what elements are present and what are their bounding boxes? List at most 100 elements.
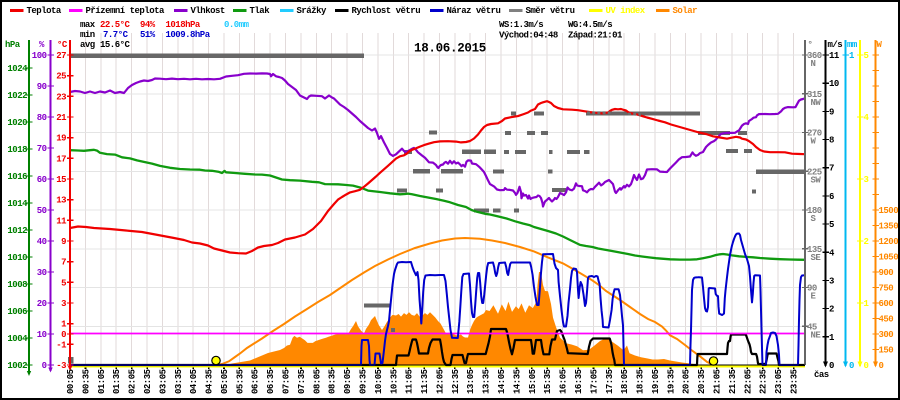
svg-text:17:05: 17:05	[589, 369, 599, 394]
svg-text:7: 7	[829, 164, 834, 174]
svg-text:20:35: 20:35	[697, 369, 707, 394]
svg-text:1500: 1500	[879, 206, 899, 216]
svg-text:18:35: 18:35	[636, 369, 646, 394]
svg-text:10: 10	[829, 79, 839, 89]
svg-text:27: 27	[56, 51, 66, 61]
svg-text:1002: 1002	[7, 361, 27, 371]
svg-text:19: 19	[56, 134, 66, 144]
svg-text:09:05: 09:05	[343, 369, 353, 394]
svg-text:2: 2	[829, 305, 834, 315]
svg-text:15:05: 15:05	[528, 369, 538, 394]
svg-text:11:05: 11:05	[405, 369, 415, 394]
svg-text:0: 0	[42, 361, 47, 371]
svg-text:01:35: 01:35	[112, 369, 122, 394]
svg-text:17:35: 17:35	[605, 369, 615, 394]
svg-text:0: 0	[879, 361, 884, 371]
svg-text:1050: 1050	[879, 253, 899, 263]
svg-text:07:35: 07:35	[297, 369, 307, 394]
svg-text:600: 600	[879, 299, 894, 309]
svg-text:1: 1	[864, 299, 870, 309]
svg-text:05:05: 05:05	[220, 369, 230, 394]
svg-text:mm: mm	[847, 40, 858, 50]
svg-text:1009.8hPa: 1009.8hPa	[166, 30, 211, 40]
svg-text:90: 90	[37, 82, 47, 92]
svg-text:40: 40	[37, 237, 47, 247]
svg-text:2: 2	[864, 237, 869, 247]
svg-text:19:05: 19:05	[651, 369, 661, 394]
svg-text:1024: 1024	[7, 64, 28, 74]
svg-text:04:35: 04:35	[205, 369, 215, 394]
svg-text:225: 225	[807, 167, 822, 177]
svg-text:10:35: 10:35	[389, 369, 399, 394]
svg-text:0: 0	[829, 361, 834, 371]
svg-text:6: 6	[829, 192, 834, 202]
svg-text:max: max	[80, 20, 96, 30]
svg-text:S: S	[811, 214, 817, 224]
svg-text:1018hPa: 1018hPa	[166, 20, 201, 30]
svg-text:14:05: 14:05	[497, 369, 507, 394]
svg-text:08:35: 08:35	[328, 369, 338, 394]
svg-text:18:05: 18:05	[620, 369, 630, 394]
svg-text:300: 300	[879, 330, 894, 340]
svg-text:1020: 1020	[7, 118, 27, 128]
svg-text:4: 4	[829, 248, 835, 258]
svg-text:SE: SE	[811, 253, 822, 263]
svg-text:8: 8	[829, 136, 834, 146]
svg-text:19:35: 19:35	[666, 369, 676, 394]
svg-text:1022: 1022	[7, 91, 27, 101]
svg-text:60: 60	[37, 175, 47, 185]
svg-text:11: 11	[829, 51, 840, 61]
svg-text:1014: 1014	[7, 199, 28, 209]
svg-text:13: 13	[56, 196, 66, 206]
svg-text:1200: 1200	[879, 237, 899, 247]
svg-text:94%: 94%	[140, 20, 156, 30]
svg-text:15:35: 15:35	[543, 369, 553, 394]
svg-text:00:35: 00:35	[81, 369, 91, 394]
svg-text:23: 23	[56, 92, 66, 102]
svg-text:1008: 1008	[7, 280, 27, 290]
svg-text:Teplota: Teplota	[27, 6, 62, 16]
svg-text:315: 315	[807, 90, 822, 100]
svg-text:WG:4.5m/s: WG:4.5m/s	[568, 20, 612, 30]
svg-text:23:05: 23:05	[774, 369, 784, 394]
svg-text:NW: NW	[811, 98, 822, 108]
svg-text:W: W	[811, 137, 817, 147]
svg-text:Solar: Solar	[673, 6, 698, 16]
svg-text:1004: 1004	[7, 334, 28, 344]
svg-text:14:35: 14:35	[512, 369, 522, 394]
svg-text:50: 50	[37, 206, 47, 216]
svg-text:17: 17	[56, 154, 66, 164]
svg-text:90: 90	[807, 284, 817, 294]
svg-text:150: 150	[879, 346, 894, 356]
svg-text:08:05: 08:05	[312, 369, 322, 394]
svg-text:03:35: 03:35	[174, 369, 184, 394]
svg-text:15: 15	[56, 175, 66, 185]
svg-text:9: 9	[829, 107, 834, 117]
svg-text:1006: 1006	[7, 307, 27, 317]
svg-text:7: 7	[61, 258, 66, 268]
svg-text:80: 80	[37, 113, 47, 123]
svg-text:5: 5	[829, 220, 834, 230]
svg-text:21: 21	[56, 113, 67, 123]
svg-text:Tlak: Tlak	[250, 6, 271, 16]
svg-text:1350: 1350	[879, 222, 899, 232]
svg-text:21:35: 21:35	[728, 369, 738, 394]
svg-text:3: 3	[864, 175, 869, 185]
svg-text:5: 5	[864, 51, 869, 61]
svg-text:1: 1	[61, 320, 67, 330]
svg-text:m/s: m/s	[828, 40, 843, 50]
svg-text:W: W	[877, 40, 883, 50]
svg-text:15.6°C: 15.6°C	[100, 40, 131, 50]
svg-text:16:35: 16:35	[574, 369, 584, 394]
svg-text:23:35: 23:35	[790, 369, 800, 394]
svg-text:Západ:21:01: Západ:21:01	[568, 31, 623, 41]
svg-text:°C: °C	[57, 40, 68, 50]
svg-text:25: 25	[56, 72, 66, 82]
svg-text:1018: 1018	[7, 145, 27, 155]
svg-text:00:05: 00:05	[66, 369, 76, 394]
svg-text:1016: 1016	[7, 172, 27, 182]
svg-text:30: 30	[37, 268, 47, 278]
svg-text:%: %	[39, 40, 45, 50]
svg-text:18.06.2015: 18.06.2015	[414, 42, 486, 56]
svg-text:Východ:04:48: Východ:04:48	[499, 31, 558, 41]
